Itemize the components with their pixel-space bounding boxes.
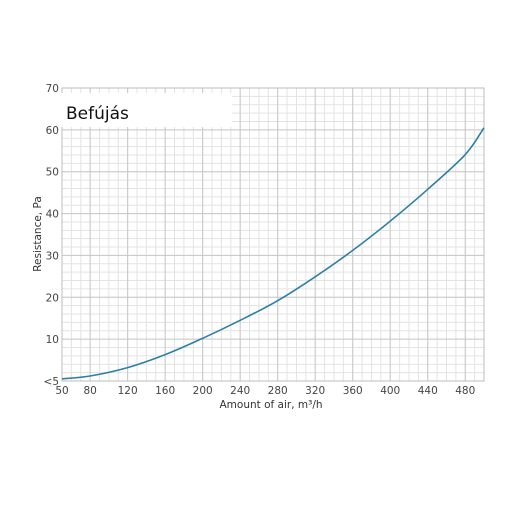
y-tick-label: 50 (46, 167, 59, 179)
x-tick-label: 120 (118, 385, 138, 397)
x-tick-label: 280 (268, 385, 288, 397)
x-tick-label: 160 (155, 385, 175, 397)
series-line (61, 127, 485, 380)
x-tick-label: 440 (418, 385, 438, 397)
title-box: Befújás (60, 93, 232, 127)
x-tick-label: 360 (343, 385, 363, 397)
x-tick-label: 320 (305, 385, 325, 397)
y-tick-labels: <5 10 20 30 40 50 60 70 (44, 83, 59, 388)
y-tick-label: 30 (46, 250, 59, 262)
grid-major (61, 87, 484, 382)
grid-minor (62, 88, 484, 381)
x-tick-labels: 50 80 120 160 200 240 280 320 360 400 440 480 (55, 385, 475, 397)
x-tick-label: 80 (83, 385, 96, 397)
x-tick-label: 400 (380, 385, 400, 397)
x-tick-label: 240 (230, 385, 250, 397)
y-tick-label: 10 (46, 334, 59, 346)
x-tick-label: 50 (55, 385, 68, 397)
x-axis-label: Amount of air, m³/h (219, 399, 322, 411)
y-tick-label: 40 (46, 209, 59, 221)
chart-title: Befújás (66, 104, 129, 124)
y-tick-label: 70 (46, 83, 59, 95)
plot-frame (61, 87, 485, 382)
y-axis-label: Resistance, Pa (32, 196, 44, 272)
x-tick-label: 200 (193, 385, 213, 397)
y-tick-label: 20 (46, 292, 59, 304)
y-tick-label: <5 (44, 376, 59, 388)
y-tick-label: 60 (46, 125, 59, 137)
x-tick-label: 480 (455, 385, 475, 397)
